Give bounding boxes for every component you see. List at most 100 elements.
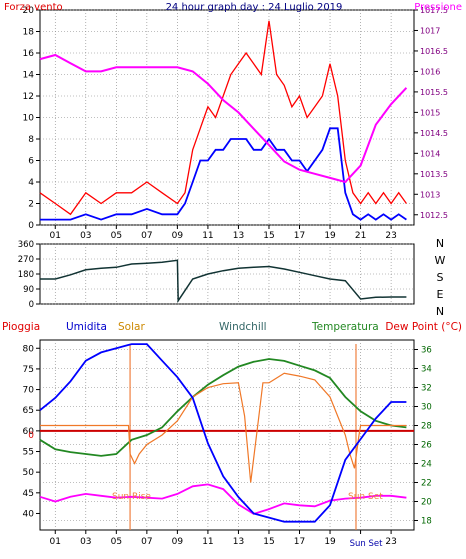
pressure-tick-label: 1016.5 (420, 47, 448, 56)
hour-tick-label: 11 (202, 231, 213, 241)
hour-tick-label: 19 (324, 537, 336, 547)
dewpoint-tick-label: 26 (421, 441, 432, 451)
direction-tick-label: 360 (18, 240, 34, 250)
dewpoint-label: Dew Point (°C) (385, 321, 462, 333)
sunset-annotation: Sun Set (348, 492, 383, 502)
chart-title: 24 hour graph day : 24 Luglio 2019 (166, 2, 343, 13)
hour-tick-label: 01 (50, 231, 61, 241)
wind-tick-label: 20 (23, 6, 35, 16)
hour-tick-label: 01 (50, 537, 61, 547)
wind-gust-line (39, 20, 407, 216)
pressure-tick-label: 1014 (420, 149, 440, 158)
compass-north-top: N (436, 237, 444, 250)
hour-tick-label: 15 (263, 231, 274, 241)
humidity-tick-label: 70 (23, 386, 35, 396)
rain-label: Pioggia (2, 321, 40, 333)
temperature-label: Temperatura (311, 321, 379, 333)
hour-tick-label: 23 (385, 231, 396, 241)
compass-labels: N W S E N (435, 237, 446, 318)
sun-markers (40, 344, 414, 530)
dewpoint-tick-label: 18 (421, 517, 432, 527)
hour-tick-label: 09 (172, 231, 184, 241)
wind-direction-line (40, 259, 407, 304)
sunset-tick-label: Sun Set (350, 539, 383, 549)
dewpoint-tick-label: 30 (421, 403, 432, 413)
rain-zero-label: 0 (28, 431, 34, 441)
dewpoint-tick-label: 34 (421, 365, 432, 375)
hour-tick-label: 07 (141, 231, 152, 241)
humidity-tick-label: 50 (23, 468, 35, 478)
wind-tick-label: 8 (28, 135, 34, 145)
hour-tick-label: 03 (80, 537, 91, 547)
dewpoint-tick-label: 32 (421, 384, 432, 394)
hour-tick-label: 11 (202, 537, 213, 547)
pressure-tick-label: 1015 (420, 108, 440, 117)
wind-tick-label: 0 (28, 221, 34, 231)
top-hour-axis: 01 03 05 07 09 11 13 15 17 19 21 23 (50, 225, 397, 241)
humidity-tick-label: 75 (23, 365, 34, 375)
windchill-label: Windchill (219, 321, 267, 333)
wind-tick-label: 2 (28, 200, 34, 210)
humidity-tick-label: 60 (23, 427, 35, 437)
wind-tick-label: 10 (23, 114, 35, 124)
hour-tick-label: 19 (324, 231, 336, 241)
humidity-tick-label: 80 (23, 344, 35, 354)
wind-tick-label: 16 (23, 49, 35, 59)
hour-tick-label: 17 (294, 537, 305, 547)
dewpoint-tick-label: 36 (421, 346, 432, 356)
wind-tick-label: 12 (23, 92, 34, 102)
wind-axis-title: Forza vento (4, 2, 63, 13)
direction-tick-label: 270 (18, 255, 34, 265)
hour-tick-label: 07 (141, 537, 152, 547)
wind-tick-label: 18 (23, 28, 35, 38)
wind-tick-label: 6 (28, 157, 34, 167)
hour-tick-label: 13 (233, 231, 244, 241)
wind-direction-series (40, 259, 407, 304)
pressure-tick-label: 1014.5 (420, 129, 448, 138)
wind-pressure-series (39, 20, 408, 221)
hour-tick-label: 17 (294, 231, 305, 241)
hour-tick-label: 21 (355, 231, 366, 241)
humidity-tick-label: 40 (23, 509, 35, 519)
wind-tick-label: 14 (23, 71, 35, 81)
wind-direction-panel: 0 90 180 270 360 N W S E N (18, 237, 446, 318)
pressure-tick-label: 1017 (420, 26, 440, 35)
direction-tick-label: 180 (18, 270, 34, 280)
hour-tick-label: 09 (172, 537, 184, 547)
humidity-tick-label: 55 (23, 448, 34, 458)
hour-tick-label: 05 (111, 537, 122, 547)
wind-direction-grid (40, 243, 414, 305)
dewpoint-axis: 18 20 22 24 26 28 30 32 34 36 (414, 346, 432, 527)
solar-line (40, 372, 407, 483)
wind-direction-axis: 0 90 180 270 360 (18, 240, 40, 310)
wind-speed-axis: 0 2 4 6 8 10 12 14 16 18 20 (23, 6, 40, 231)
dewpoint-tick-label: 24 (421, 460, 432, 470)
dewpoint-tick-label: 22 (421, 479, 432, 489)
direction-tick-label: 90 (23, 285, 34, 295)
pressure-axis: 1012.5 1013 1013.5 1014 1014.5 1015 1015.5 1016… (414, 6, 448, 220)
hour-tick-label: 03 (80, 231, 91, 241)
compass-south: S (437, 271, 444, 284)
compass-west: W (435, 254, 446, 267)
humidity-tick-label: 65 (23, 406, 34, 416)
pressure-tick-label: 1015.5 (420, 88, 448, 97)
direction-tick-label: 0 (29, 300, 34, 310)
dewpoint-line (39, 483, 407, 515)
humidity-label: Umidita (66, 321, 107, 333)
wind-average-line (40, 127, 407, 221)
humidity-axis: 40 45 50 55 60 65 70 75 80 (23, 344, 40, 519)
wind-tick-label: 4 (28, 178, 34, 188)
temperature-line (39, 358, 407, 457)
pressure-tick-label: 1017.5 (420, 6, 448, 15)
humidity-tick-label: 45 (23, 489, 34, 499)
solar-label: Solar (118, 321, 145, 333)
pressure-axis-title: Pressione (414, 2, 462, 13)
compass-east: E (437, 288, 444, 301)
hour-tick-label: 05 (111, 231, 122, 241)
temperature-humidity-panel: Pioggia Umidita Solar Windchill Temperat… (2, 321, 462, 549)
humidity-line (39, 343, 407, 523)
pressure-line (39, 53, 408, 184)
